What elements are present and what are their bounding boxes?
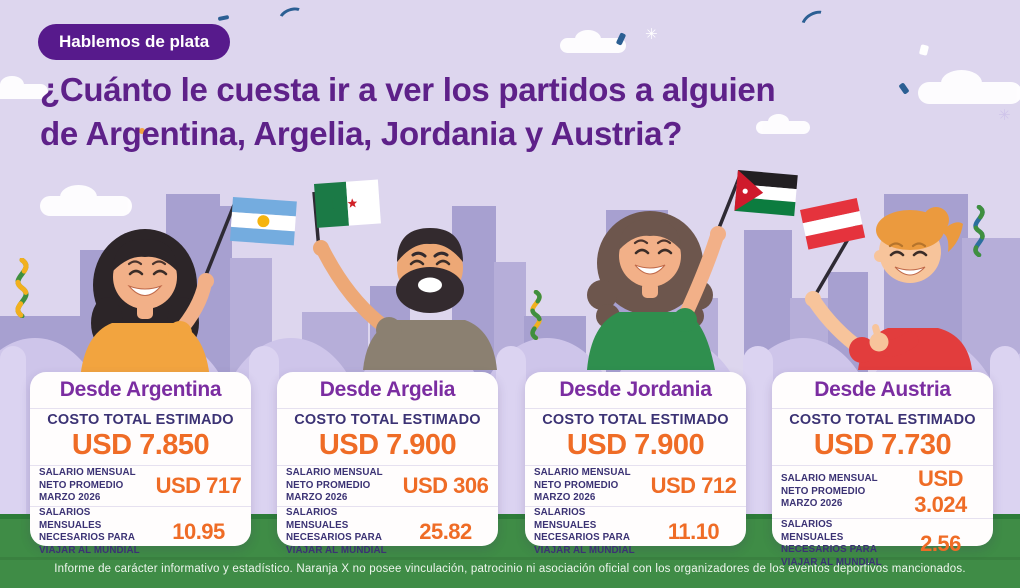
streamer-icon xyxy=(973,205,985,257)
confetti-piece xyxy=(796,5,834,40)
cost-label: COSTO TOTAL ESTIMADO xyxy=(789,412,976,428)
ratio-value: 11.10 xyxy=(667,519,720,545)
cloud xyxy=(918,69,1020,104)
streamer-icon xyxy=(530,290,542,340)
cost-label: COSTO TOTAL ESTIMADO xyxy=(542,412,729,428)
salary-label: SALARIO MENSUAL NETO PROMEDIO MARZO 2026 xyxy=(781,472,878,510)
card-argentina: Desde Argentina COSTO TOTAL ESTIMADO USD… xyxy=(30,372,251,556)
ratio-label: SALARIOS MENSUALES NECESARIOS PARA VIAJA… xyxy=(39,507,140,557)
cloud xyxy=(0,75,48,99)
person-austria xyxy=(800,197,972,370)
salary-label: SALARIO MENSUAL NETO PROMEDIO MARZO 2026 xyxy=(286,466,383,504)
cloud xyxy=(756,113,810,134)
confetti-piece xyxy=(275,3,309,33)
page-title: ¿Cuánto le cuesta ir a ver los partidos … xyxy=(40,68,940,155)
ratio-value: 10.95 xyxy=(172,519,225,545)
argentina-flag-icon xyxy=(229,197,297,246)
card-algeria: Desde Argelia COSTO TOTAL ESTIMADO USD 7… xyxy=(277,372,498,556)
page-title-line2: de Argentina, Argelia, Jordania y Austri… xyxy=(40,114,683,152)
cost-label: COSTO TOTAL ESTIMADO xyxy=(294,412,481,428)
card-jordan: Desde Jordania COSTO TOTAL ESTIMADO USD … xyxy=(525,372,746,556)
cost-value: USD 7.850 xyxy=(71,429,210,461)
person-argentina xyxy=(80,197,297,380)
card-austria: Desde Austria COSTO TOTAL ESTIMADO USD 7… xyxy=(772,372,993,568)
ratio-label: SALARIOS MENSUALES NECESARIOS PARA VIAJA… xyxy=(534,507,635,557)
disclaimer-text: Informe de carácter informativo y estadí… xyxy=(54,563,966,575)
confetti-piece xyxy=(918,44,930,56)
salary-value: USD 306 xyxy=(402,473,489,498)
cloud xyxy=(40,185,132,216)
flag-pole xyxy=(312,191,321,251)
confetti-dot xyxy=(139,128,145,134)
card-title: Desde Argentina xyxy=(59,378,222,401)
field-stripe xyxy=(0,557,1020,560)
sparkle-icon: ✳ xyxy=(998,107,1011,124)
salary-value: USD 712 xyxy=(650,473,737,498)
card-title: Desde Jordania xyxy=(559,378,712,401)
jordan-flag-icon xyxy=(734,170,798,217)
cost-label: COSTO TOTAL ESTIMADO xyxy=(47,412,234,428)
ratio-value: 25.82 xyxy=(419,519,472,545)
salary-value: USD 3.024 xyxy=(914,466,967,517)
card-title: Desde Argelia xyxy=(319,378,456,401)
person-jordan xyxy=(587,170,798,370)
ratio-label: SALARIOS MENSUALES NECESARIOS PARA VIAJA… xyxy=(781,519,882,569)
cost-value: USD 7.900 xyxy=(318,429,457,461)
cloud xyxy=(560,29,626,53)
page-title-line1: ¿Cuánto le cuesta ir a ver los partidos … xyxy=(40,71,776,108)
streamer-icon xyxy=(15,258,29,318)
cost-value: USD 7.900 xyxy=(566,429,705,461)
card-title: Desde Austria xyxy=(814,378,951,401)
salary-label: SALARIO MENSUAL NETO PROMEDIO MARZO 2026 xyxy=(534,466,631,504)
topic-badge: Hablemos de plata xyxy=(38,24,231,60)
person-algeria xyxy=(312,179,497,370)
austria-flag-icon xyxy=(800,197,866,250)
ratio-label: SALARIOS MENSUALES NECESARIOS PARA VIAJA… xyxy=(286,507,387,557)
confetti-piece xyxy=(217,14,230,22)
salary-value: USD 717 xyxy=(155,473,242,498)
cost-value: USD 7.730 xyxy=(813,429,952,461)
flag-pole xyxy=(200,204,236,286)
salary-label: SALARIO MENSUAL NETO PROMEDIO MARZO 2026 xyxy=(39,466,136,504)
sparkle-icon: ✳ xyxy=(645,26,658,43)
ratio-value: 2.56 xyxy=(920,531,961,557)
algeria-flag-icon xyxy=(314,179,381,228)
